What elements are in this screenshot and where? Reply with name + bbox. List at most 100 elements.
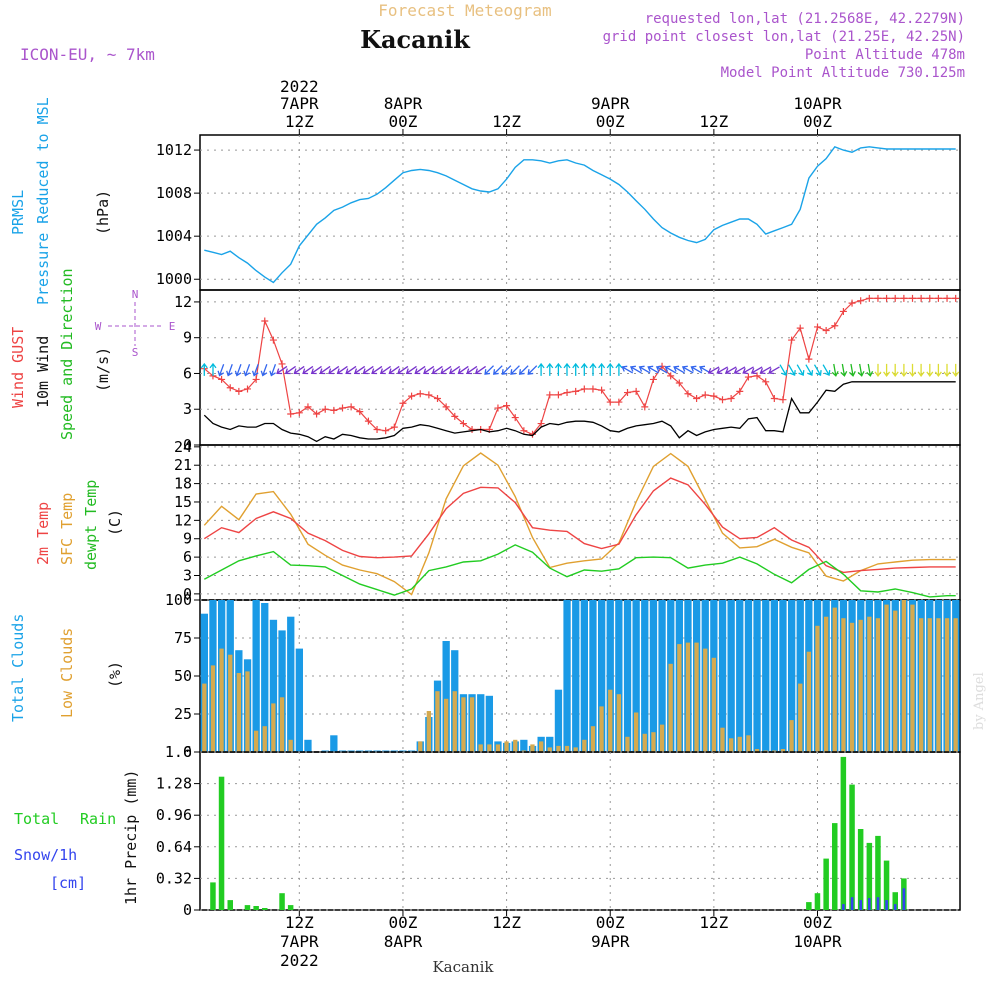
total-cloud-bar — [520, 739, 528, 752]
wind-arrow — [546, 362, 554, 376]
wind-arrow-shape — [664, 365, 677, 374]
gust-marker — [779, 396, 787, 404]
low-cloud-bar — [426, 711, 431, 752]
wind-arrow — [647, 365, 659, 374]
model-altitude: Model Point Altitude 730.125m — [721, 65, 965, 81]
snow-bar — [893, 904, 897, 910]
wind-arrow-shape — [527, 365, 538, 375]
ytick-label: 15 — [174, 493, 192, 511]
top-time-label: 00Z — [803, 112, 832, 131]
total-cloud-bar — [477, 694, 485, 752]
total-cloud-bar — [762, 600, 770, 752]
credit: by Angel — [972, 672, 987, 730]
temp-label-a: 2m Temp — [34, 502, 52, 565]
wind-arrow-shape — [638, 365, 651, 374]
wind-arrow — [466, 365, 478, 375]
low-cloud-bar — [694, 642, 699, 752]
wind-arrow-shape — [788, 364, 796, 377]
wind-arrow — [908, 363, 917, 377]
snow-bar — [842, 904, 845, 910]
low-cloud-bar — [953, 618, 958, 752]
gust-marker — [425, 391, 433, 399]
wind-arrow-shape — [866, 363, 874, 377]
wind-arrow — [217, 364, 225, 377]
panel-pressure: 1000 1004 1008 1012 — [156, 134, 961, 291]
low-cloud-bar — [271, 703, 276, 752]
panel-wind: 0 3 6 9 12 — [174, 289, 961, 454]
wind-arrow-shape — [293, 365, 305, 375]
wind-arrow-shape — [319, 365, 331, 375]
wind-arrow — [260, 364, 268, 377]
station-title: Kacanik — [360, 25, 471, 54]
gust-marker — [529, 430, 536, 438]
ytick-label: 12 — [174, 293, 192, 311]
ytick-label: 6 — [183, 364, 192, 382]
wind-arrow-shape — [510, 365, 520, 375]
bottom-time-label: 00Z — [389, 913, 418, 932]
gust-marker — [753, 372, 761, 380]
wind-arrow-shape — [805, 364, 814, 377]
top-time-label: 7APR — [280, 94, 319, 113]
wind-arrow — [848, 363, 856, 377]
ytick-label: 24 — [174, 438, 192, 456]
rain-bar — [814, 893, 821, 910]
wind-arrow — [690, 365, 703, 374]
total-cloud-bar — [252, 600, 260, 752]
gust-marker — [226, 384, 234, 392]
wind-arrow-shape — [457, 365, 469, 375]
low-cloud-bar — [254, 730, 259, 752]
gust-marker — [218, 375, 226, 383]
wind-arrow — [484, 365, 495, 375]
wind-arrow-shape — [423, 365, 435, 375]
gust-marker — [494, 404, 502, 412]
wind-arrow-shape — [655, 365, 668, 374]
wind-arrow — [733, 366, 746, 375]
wind-arrow-shape — [883, 363, 891, 377]
total-cloud-bar — [641, 600, 649, 752]
ytick-label: 25 — [174, 705, 192, 723]
precip-label-snow: Snow/1h — [14, 846, 77, 864]
total-cloud-bar — [563, 600, 571, 752]
gust-marker — [373, 426, 381, 433]
low-cloud-bar — [469, 697, 475, 752]
low-cloud-bar — [219, 648, 224, 752]
gust-marker — [235, 387, 243, 395]
gust-marker — [943, 294, 951, 302]
wind-arrow-shape — [269, 364, 277, 377]
gust-marker — [511, 414, 519, 422]
total-cloud-bar — [278, 630, 286, 752]
wind-arrow-shape — [690, 365, 703, 374]
wind-arrow-shape — [598, 362, 606, 376]
gust-marker — [416, 390, 424, 398]
top-time-label: 9APR — [591, 94, 630, 113]
wind-arrow — [589, 362, 597, 376]
wind-arrow-shape — [405, 365, 417, 375]
wind-arrow — [768, 366, 780, 375]
wind-arrow — [200, 362, 208, 376]
gust-marker — [727, 395, 735, 402]
gust-marker — [261, 317, 269, 325]
wind-arrow — [874, 363, 882, 377]
total-cloud-bar — [649, 600, 658, 752]
wind-arrow — [293, 365, 305, 375]
gust-marker — [580, 385, 588, 393]
wind-arrow-shape — [673, 365, 685, 374]
wind-arrow — [572, 362, 580, 376]
wind-arrow — [405, 365, 417, 375]
ytick-label: 0 — [183, 901, 192, 919]
low-cloud-bar — [556, 745, 561, 752]
gust-marker — [615, 398, 623, 406]
rain-bar — [244, 905, 251, 910]
wind-arrow — [606, 362, 614, 376]
total-cloud-bar — [770, 600, 778, 752]
ytick-label: 9 — [183, 329, 192, 347]
ytick-label: 75 — [174, 629, 192, 647]
wind-arrow-shape — [796, 364, 805, 377]
wind-arrow — [598, 362, 606, 376]
sfc-temp-line — [203, 452, 956, 596]
wind-arrow — [673, 365, 685, 374]
wind-arrow-shape — [742, 366, 754, 375]
